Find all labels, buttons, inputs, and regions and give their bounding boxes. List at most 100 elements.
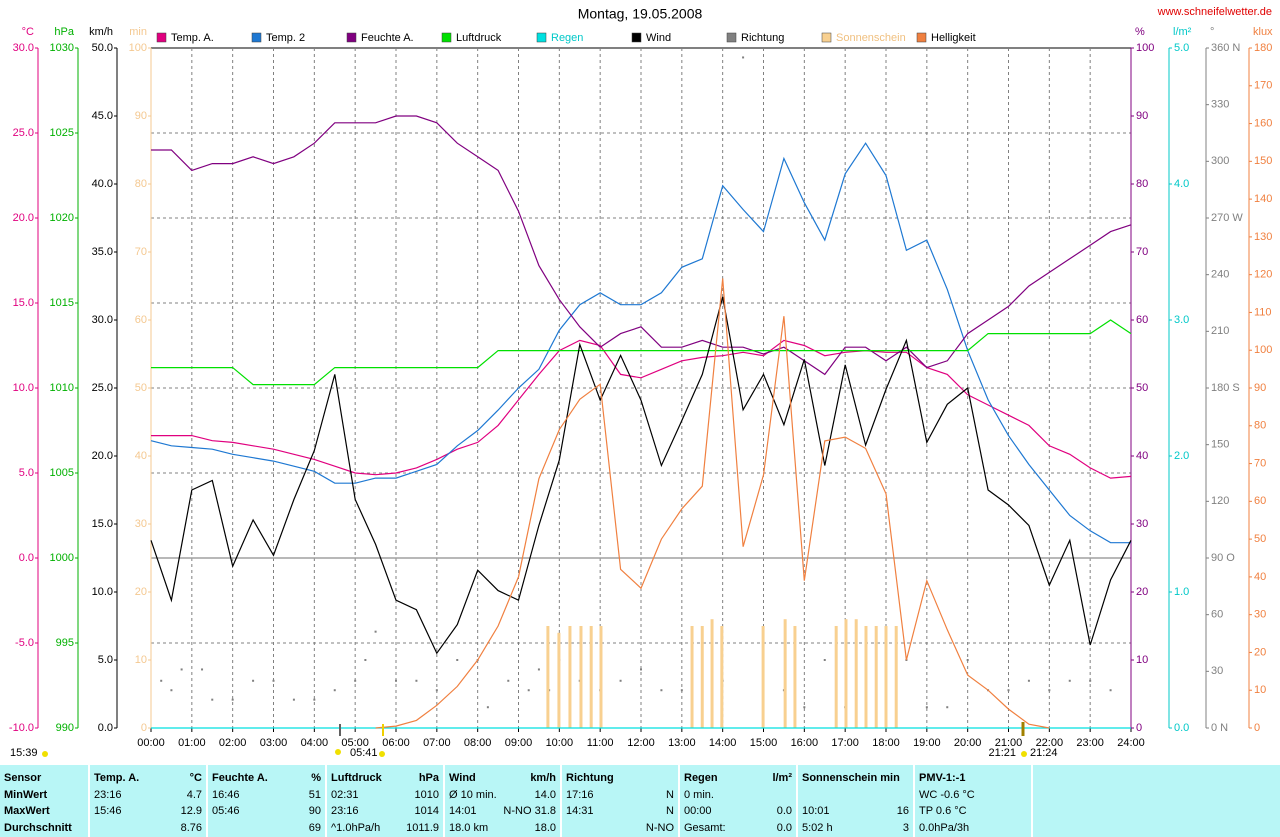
- direction-dot: [395, 679, 397, 682]
- x-tick-label: 22:00: [1036, 737, 1064, 749]
- direction-dot: [333, 689, 336, 692]
- axis-unit: l/m²: [1173, 26, 1192, 38]
- axis-unit: min: [129, 26, 147, 38]
- cell-text: N-NO 31.8: [503, 805, 556, 817]
- direction-dot: [1007, 689, 1010, 692]
- sunshine-bar: [720, 626, 724, 728]
- x-tick-label: 06:00: [382, 737, 410, 749]
- table-cell: Feuchte A.%: [212, 770, 321, 786]
- direction-dot: [435, 689, 438, 692]
- y-tick-label: 20: [1254, 646, 1266, 658]
- cell-text: N: [666, 788, 674, 801]
- sunshine-bar: [844, 619, 848, 728]
- x-tick-label: 15:00: [750, 737, 778, 749]
- y-tick-label: 20.0: [92, 450, 113, 462]
- y-tick-label: 0.0: [98, 722, 113, 734]
- cell-text: 14:31: [566, 805, 594, 817]
- x-tick-label: 04:00: [301, 737, 329, 749]
- table-cell: N-NO: [566, 820, 674, 836]
- y-tick-label: 25.0: [92, 382, 113, 394]
- y-tick-label: 35.0: [92, 246, 113, 258]
- y-tick-label: 130: [1254, 231, 1272, 243]
- sunshine-bar: [864, 626, 868, 728]
- y-tick-label: 90 O: [1211, 552, 1235, 564]
- sunshine-bar: [589, 626, 593, 728]
- cell-text: 1011.9: [406, 821, 439, 834]
- legend-label: Feuchte A.: [361, 32, 414, 44]
- table-cell: Richtung: [566, 770, 674, 786]
- series-line: [375, 278, 1050, 729]
- table-column: Wind km/h Ø 10 min. 14.0 14:01 N-NO 31.8 18.0 …: [445, 765, 562, 837]
- direction-dot: [201, 668, 204, 671]
- y-tick-label: 90: [1254, 382, 1266, 394]
- y-tick-label: 170: [1254, 80, 1272, 92]
- cell-text: 10:01: [802, 805, 830, 817]
- cell-text: 0.0: [776, 805, 792, 817]
- table-cell: ^1.0hPa/h 1011.9: [331, 820, 439, 836]
- cell-text: Temp. A.: [94, 772, 140, 784]
- sunshine-bar: [710, 619, 714, 728]
- legend-label: Helligkeit: [931, 32, 976, 44]
- y-tick-label: 140: [1254, 193, 1272, 205]
- sunshine-bar: [793, 626, 797, 728]
- series-line: [150, 296, 1132, 655]
- cell-text: 1010: [414, 788, 439, 801]
- x-tick-label: 19:00: [913, 737, 941, 749]
- cell-text: 18.0: [534, 821, 556, 834]
- cell-text: ^1.0hPa/h: [331, 821, 381, 834]
- y-tick-label: 210: [1211, 325, 1229, 337]
- y-tick-label: 70: [1136, 246, 1148, 258]
- table-column: Richtung 17:16 N 14:31 N N-NO: [562, 765, 680, 837]
- direction-dot: [946, 706, 949, 709]
- table-cell: 15:46 12.9: [94, 803, 202, 819]
- y-tick-label: 10: [135, 654, 147, 666]
- direction-dot: [507, 679, 510, 682]
- y-tick-label: 1015: [50, 297, 74, 309]
- x-tick-label: 13:00: [668, 737, 696, 749]
- sunset-time: 21:21: [988, 747, 1016, 759]
- legend-label: Sonnenschein: [836, 32, 906, 44]
- x-tick-label: 20:00: [954, 737, 982, 749]
- direction-dot: [640, 668, 642, 671]
- sunshine-bar: [783, 619, 787, 728]
- sunshine-bar: [568, 626, 572, 728]
- direction-dot: [966, 659, 969, 661]
- y-tick-label: 30.0: [92, 314, 113, 326]
- table-cell: MaxWert: [4, 803, 84, 819]
- y-tick-label: 0 N: [1211, 722, 1228, 734]
- y-tick-label: 80: [135, 178, 147, 190]
- y-tick-label: 10.0: [92, 586, 113, 598]
- legend-swatch: [726, 32, 737, 43]
- cell-text: Sensor: [4, 772, 42, 784]
- sun-icon: [42, 751, 48, 757]
- table-cell: Gesamt: 0.0: [684, 820, 792, 836]
- sunshine-bar: [546, 626, 550, 728]
- y-tick-label: 2.0: [1174, 450, 1189, 462]
- direction-dot: [823, 659, 826, 661]
- y-tick-label: 1020: [50, 212, 74, 224]
- axis-unit: °: [1210, 26, 1214, 38]
- y-tick-label: 40: [135, 450, 147, 462]
- table-cell: 10:01 16: [802, 803, 909, 819]
- x-tick-label: 14:00: [709, 737, 737, 749]
- direction-dot: [527, 689, 530, 692]
- sun-icon: [1021, 751, 1027, 757]
- cell-text: 4.7: [186, 788, 202, 801]
- direction-dot: [292, 698, 295, 701]
- sun-icon: [335, 749, 341, 755]
- sunshine-bar: [690, 626, 694, 728]
- cell-text: MinWert: [4, 788, 48, 801]
- legend-label: Regen: [551, 32, 583, 44]
- y-tick-label: 4.0: [1174, 178, 1189, 190]
- cell-text: 15:46: [94, 805, 122, 817]
- direction-dot: [374, 630, 377, 633]
- y-tick-label: 60: [1211, 609, 1223, 621]
- cell-text: km/h: [530, 772, 556, 784]
- y-tick-label: 1005: [50, 467, 74, 479]
- table-cell: 23:16 1014: [331, 803, 439, 819]
- site-name: www.schneifelwetter.de: [1157, 6, 1272, 18]
- y-tick-label: 150: [1254, 155, 1272, 167]
- chart: Montag, 19.05.2008 www.schneifelwetter.d…: [9, 6, 1273, 759]
- table-cell: 17:16 N: [566, 787, 674, 803]
